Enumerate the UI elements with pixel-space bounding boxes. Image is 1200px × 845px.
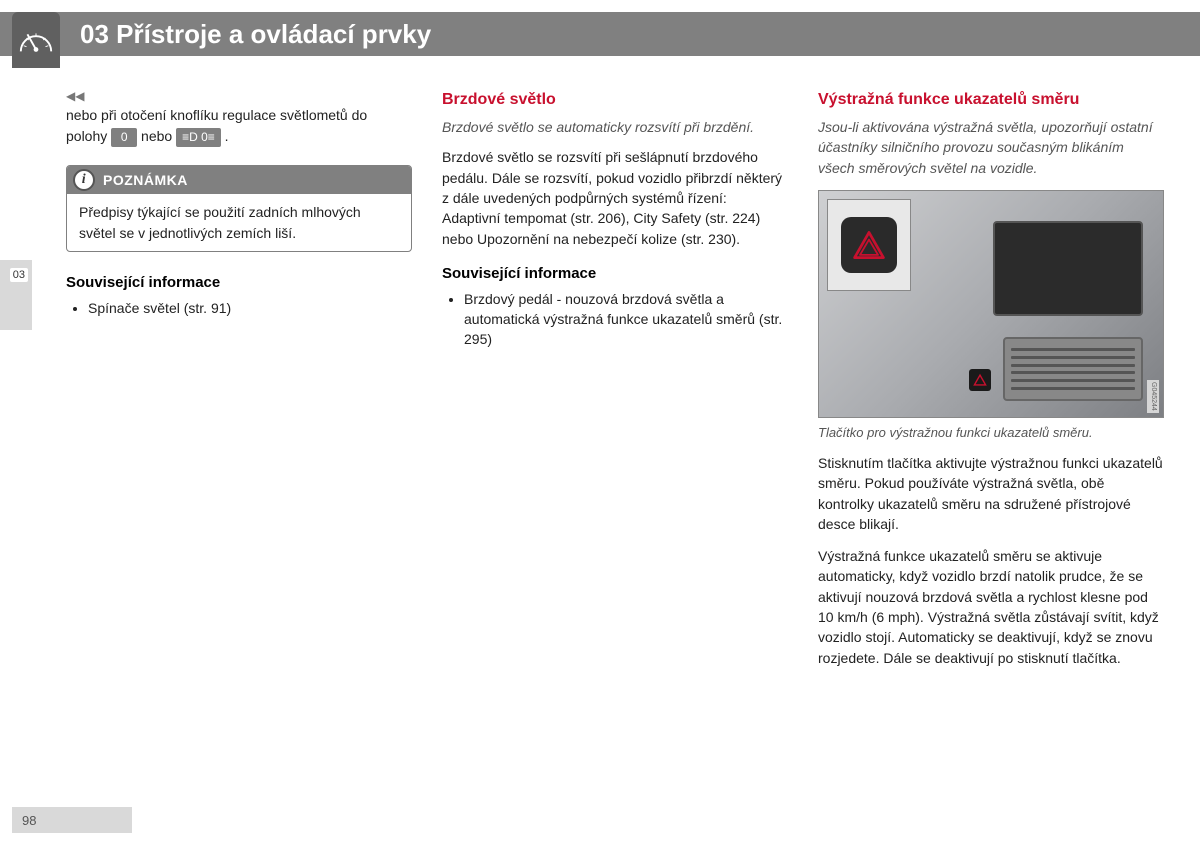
- note-header: i POZNÁMKA: [67, 166, 411, 194]
- col2-related-list: Brzdový pedál - nouzová brzdová světla a…: [442, 289, 788, 350]
- figure-caption: Tlačítko pro výstražnou funkci ukazatelů…: [818, 424, 1164, 443]
- gauge-icon: [12, 12, 60, 68]
- continued-icon: ◀◀: [66, 88, 412, 105]
- note-body: Předpisy týkající se použití zadních mlh…: [67, 194, 411, 251]
- hazard-triangle-icon: [851, 227, 887, 263]
- hazard-figure: G045244: [818, 190, 1164, 418]
- column-3: Výstražná funkce ukazatelů směru Jsou-li…: [818, 88, 1164, 680]
- column-1: ◀◀ nebo při otočení knoflíku regulace sv…: [66, 88, 412, 680]
- info-icon: i: [73, 169, 95, 191]
- chapter-title: 03 Přístroje a ovládací prvky: [80, 19, 431, 50]
- col2-related-heading: Související informace: [442, 263, 788, 285]
- col2-related-item: Brzdový pedál - nouzová brzdová světla a…: [464, 289, 788, 350]
- dashboard-screen: [993, 221, 1143, 316]
- side-chapter-label: 03: [10, 268, 28, 282]
- note-title: POZNÁMKA: [103, 172, 188, 188]
- hazard-inset: [827, 199, 911, 291]
- col2-heading: Brzdové světlo: [442, 88, 788, 111]
- side-chapter-tab: 03: [0, 260, 32, 330]
- page-number: 98: [22, 813, 36, 828]
- page-number-box: 98: [12, 807, 132, 833]
- note-box: i POZNÁMKA Předpisy týkající se použití …: [66, 165, 412, 252]
- hazard-triangle-icon-small: [973, 373, 987, 387]
- col1-intro: nebo při otočení knoflíku regulace světl…: [66, 105, 412, 147]
- hazard-button-large: [841, 217, 897, 273]
- col1-related-heading: Související informace: [66, 272, 412, 294]
- intro-text-b: nebo: [141, 128, 176, 144]
- col3-paragraph-1: Stisknutím tlačítka aktivujte výstražnou…: [818, 453, 1164, 534]
- col3-paragraph-2: Výstražná funkce ukazatelů směru se akti…: [818, 546, 1164, 668]
- col2-paragraph: Brzdové světlo se rozsvítí při sešlápnut…: [442, 147, 788, 248]
- col3-lead: Jsou-li aktivována výstražná světla, upo…: [818, 117, 1164, 178]
- col1-related-list: Spínače světel (str. 91): [66, 298, 412, 318]
- hazard-button-small: [969, 369, 991, 391]
- col3-heading: Výstražná funkce ukazatelů směru: [818, 88, 1164, 111]
- col1-related-item: Spínače světel (str. 91): [88, 298, 412, 318]
- column-2: Brzdové světlo Brzdové světlo se automat…: [442, 88, 788, 680]
- air-vent: [1003, 337, 1143, 401]
- figure-ref: G045244: [1147, 380, 1159, 413]
- badge-light-icon: ≡D 0≡: [176, 128, 221, 147]
- intro-text-c: .: [225, 128, 229, 144]
- badge-zero: 0: [111, 128, 137, 147]
- col2-lead: Brzdové světlo se automaticky rozsvítí p…: [442, 117, 788, 137]
- content-area: ◀◀ nebo při otočení knoflíku regulace sv…: [66, 88, 1166, 680]
- chapter-header: 03 Přístroje a ovládací prvky: [0, 12, 1200, 56]
